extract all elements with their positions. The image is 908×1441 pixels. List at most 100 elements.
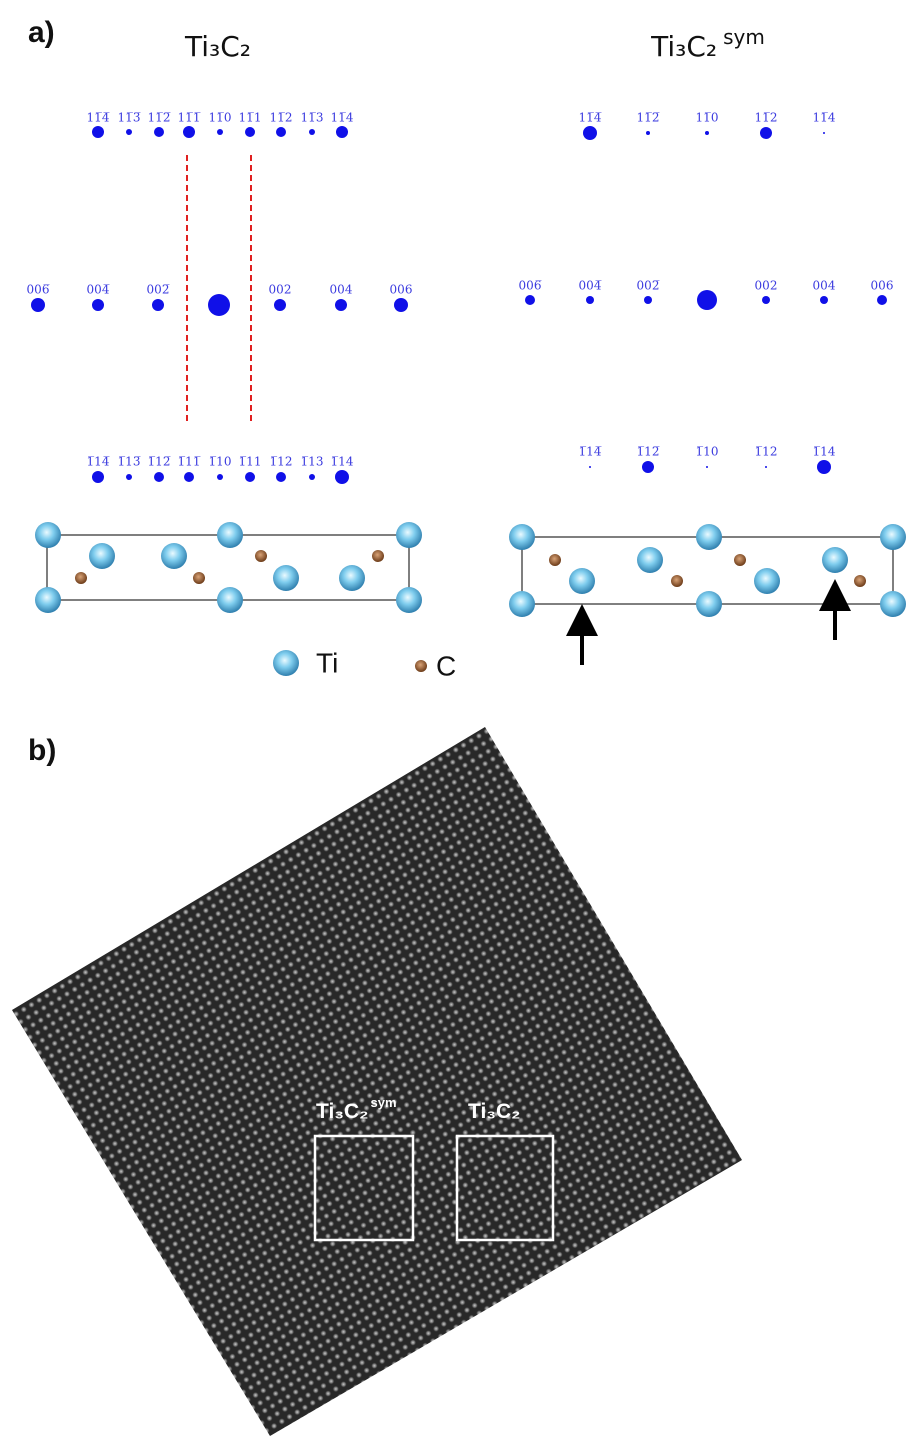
panel-label: a): [28, 16, 55, 49]
ti-atom: [696, 524, 722, 550]
diffraction-spot: [586, 296, 594, 304]
ti-atom: [880, 524, 906, 550]
formula: Ti₃C₂: [468, 1100, 521, 1123]
diffraction-spot: [245, 472, 255, 482]
diffraction-spot: [765, 466, 767, 468]
spot-label: 002̅: [147, 283, 170, 297]
spot-label: 1̅14̅: [579, 445, 602, 459]
formula: Ti₃C₂: [316, 1100, 369, 1123]
legend-c: C: [436, 650, 456, 681]
ti-atom: [754, 568, 780, 594]
c-atom: [255, 550, 267, 562]
diffraction-spot: [309, 474, 315, 480]
c-atom: [854, 575, 866, 587]
ti-atom: [396, 587, 422, 613]
diffraction-spot: [276, 472, 286, 482]
spot-label: 1̅14̅: [87, 455, 110, 469]
diffraction-spot: [642, 461, 654, 473]
spot-label: 1̅11̅: [178, 455, 201, 469]
image-shade: [12, 727, 742, 1436]
diffraction-spot: [820, 296, 828, 304]
ti-atom: [880, 591, 906, 617]
spot-label: 006̅: [519, 279, 542, 293]
diffraction-spot: [646, 131, 650, 135]
diffraction-spot: [276, 127, 286, 137]
spot-label: 004: [813, 279, 836, 293]
diffraction-spot: [126, 474, 132, 480]
ti-atom: [35, 522, 61, 548]
spot-label: 11̅4̅: [579, 111, 602, 125]
diffraction-spot: [217, 474, 223, 480]
direct-beam: [208, 294, 230, 316]
spot-label: 11̅2: [270, 111, 293, 125]
spot-label: 1̅12: [270, 455, 293, 469]
ti-atom: [35, 587, 61, 613]
diffraction-spot: [154, 472, 164, 482]
diffraction-spot: [274, 299, 286, 311]
panel-label: b): [28, 734, 56, 767]
c-atom: [734, 554, 746, 566]
spot-label: 11̅0: [209, 111, 232, 125]
spot-label: 1̅12̅: [148, 455, 171, 469]
ti-atom: [217, 522, 243, 548]
spot-label: 002: [755, 279, 778, 293]
diffraction-spot: [644, 296, 652, 304]
spot-label: 11̅4̅: [87, 111, 110, 125]
spot-label: 006: [871, 279, 894, 293]
diffraction-spot: [525, 295, 535, 305]
spot-label: 006̅: [27, 283, 50, 297]
diffraction-spot: [309, 129, 315, 135]
direct-beam: [697, 290, 717, 310]
spot-label: 006: [390, 283, 413, 297]
diffraction-spot: [92, 126, 104, 138]
ti-atom: [569, 568, 595, 594]
box-label: Ti₃C₂: [468, 1100, 521, 1123]
diffraction-spot: [31, 298, 45, 312]
spot-label: 11̅1: [239, 111, 262, 125]
c-atom: [671, 575, 683, 587]
superscript: sym: [371, 1095, 397, 1110]
diffraction-patterns: 11̅4̅ 11̅3̅ 11̅2̅ 11̅1̅ 11̅0 11̅1 11̅2 11̅3 11̅4…: [27, 111, 894, 485]
diffraction-spot: [706, 466, 708, 468]
spot-label: 11̅4: [813, 111, 836, 125]
spot-label: 11̅2̅: [637, 111, 660, 125]
spot-label: 1̅12̅: [637, 445, 660, 459]
diffraction-spot: [817, 460, 831, 474]
diffraction-spot: [762, 296, 770, 304]
diffraction-spot: [152, 299, 164, 311]
spot-label: 004̅: [579, 279, 602, 293]
diffraction-spot: [394, 298, 408, 312]
spot-label: 004: [330, 283, 353, 297]
superscript: sym: [723, 25, 765, 49]
spot-label: 002̅: [637, 279, 660, 293]
ti-atom: [273, 565, 299, 591]
c-atom: [75, 572, 87, 584]
spot-label: 11̅0: [696, 111, 719, 125]
ti-atom: [696, 591, 722, 617]
ti-atom: [509, 524, 535, 550]
spot-label: 11̅4: [331, 111, 354, 125]
spot-label: 11̅3: [301, 111, 324, 125]
diffraction-spot: [217, 129, 223, 135]
diffraction-spot: [184, 472, 194, 482]
diffraction-spot: [705, 131, 709, 135]
spot-label: 11̅2̅: [148, 111, 171, 125]
ti-atom: [89, 543, 115, 569]
spot-label: 11̅3̅: [118, 111, 141, 125]
diffraction-spot: [877, 295, 887, 305]
figure: a) Ti₃C₂ Ti₃C₂sym Ti C b) Ti₃C₂sym Ti₃C₂…: [0, 0, 908, 1436]
diffraction-spot: [335, 299, 347, 311]
ti-atom: [217, 587, 243, 613]
spot-label: 11̅1̅: [178, 111, 201, 125]
spot-label: 1̅12: [755, 445, 778, 459]
diffraction-spot: [336, 126, 348, 138]
spot-label: 004̅: [87, 283, 110, 297]
diffraction-spot: [126, 129, 132, 135]
ti-atom: [396, 522, 422, 548]
diffraction-spot: [335, 470, 349, 484]
c-atom: [193, 572, 205, 584]
diffraction-spot: [589, 466, 591, 468]
spot-label: 1̅13̅: [118, 455, 141, 469]
legend-ti: Ti: [316, 647, 338, 678]
